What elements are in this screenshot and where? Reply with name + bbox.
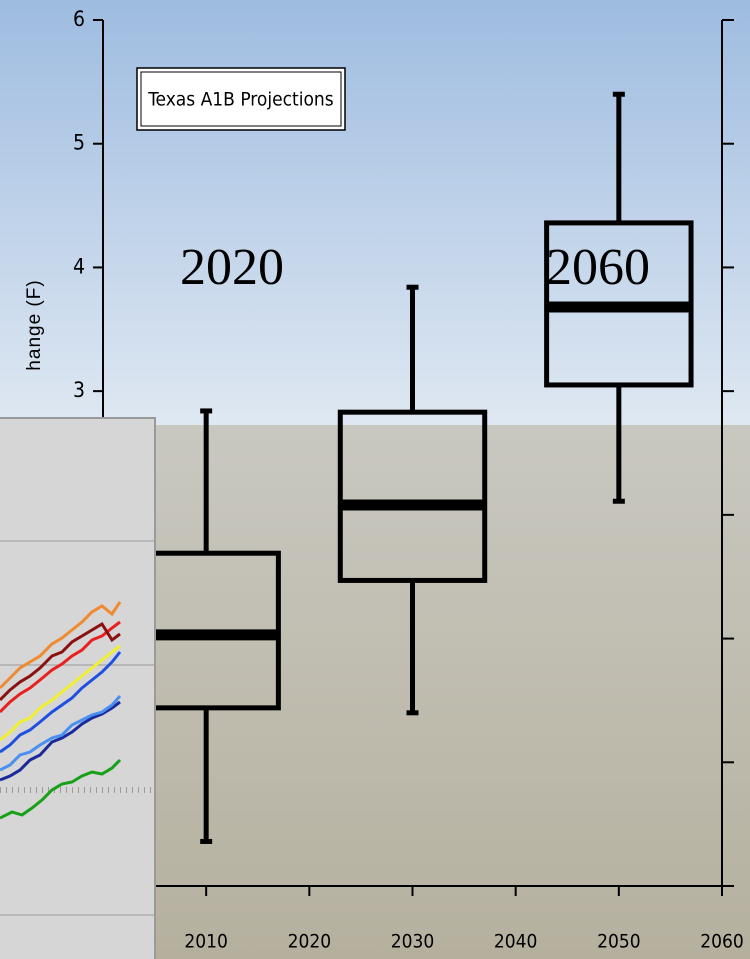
inset-panel	[0, 417, 156, 959]
x-tick-label: 2050	[597, 931, 641, 953]
inset-background	[0, 417, 156, 959]
x-tick-label: 2010	[184, 931, 228, 953]
y-tick-label: 5	[73, 131, 85, 155]
inset-line	[0, 695, 122, 772]
y-tick-label: 6	[73, 7, 85, 31]
box	[337, 409, 488, 583]
inset-line	[0, 601, 122, 690]
inset-line	[0, 700, 121, 782]
annotation: 2060	[546, 239, 650, 296]
legend-title: Texas A1B Projections	[147, 89, 333, 111]
y-tick-label: 4	[73, 254, 85, 278]
annotation: 2020	[180, 239, 284, 296]
y-axis-label: hange (F)	[24, 279, 45, 370]
inset-line	[0, 651, 122, 754]
x-tick-label: 2030	[391, 931, 435, 953]
legend-box-inner	[140, 71, 342, 127]
x-tick-label: 2020	[288, 931, 332, 953]
inset-line	[0, 620, 121, 714]
legend-box	[136, 67, 346, 131]
inset-line	[0, 644, 121, 742]
sky-background	[0, 0, 750, 425]
x-tick-label: 2060	[700, 931, 744, 953]
inset-lines	[0, 601, 122, 820]
inset-line	[0, 758, 122, 820]
inset-line	[0, 621, 121, 702]
y-tick-label: 3	[73, 378, 85, 402]
x-tick-label: 2040	[494, 931, 538, 953]
